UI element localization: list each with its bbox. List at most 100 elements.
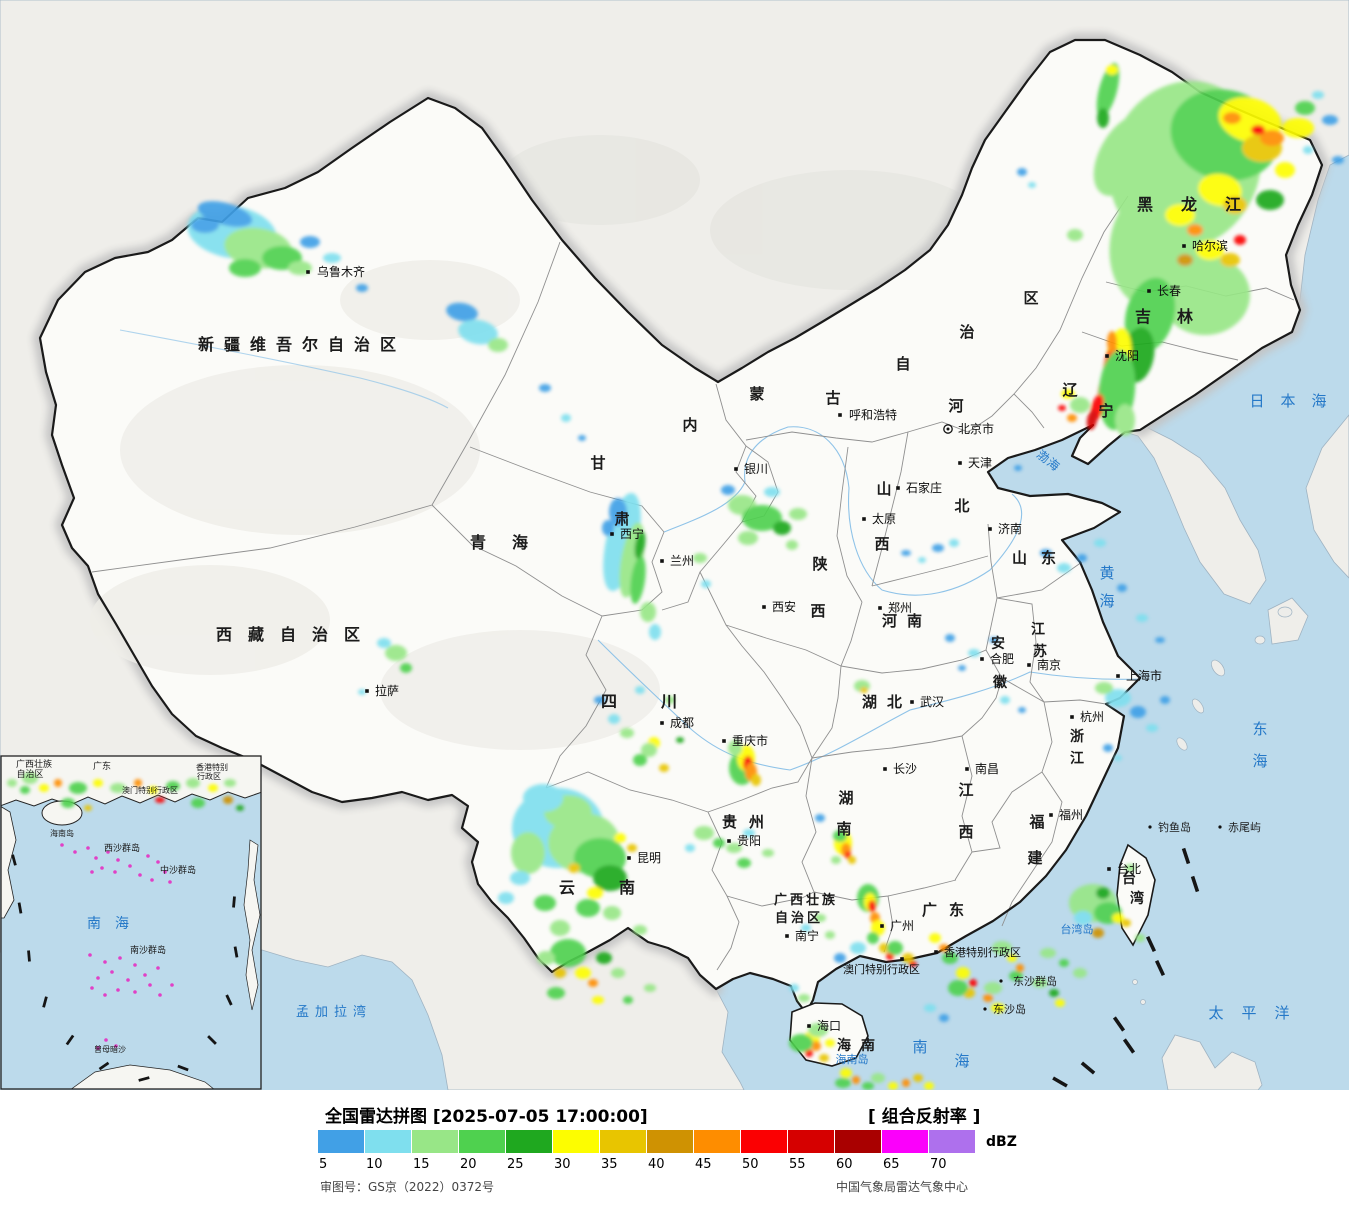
radar-echo (932, 544, 944, 552)
city-label: 福州 (1059, 807, 1083, 822)
province-label: 内 (682, 416, 697, 434)
province-label: 浙 (1070, 728, 1084, 745)
sea-label: 海 (1252, 752, 1267, 770)
city-label: 昆明 (637, 851, 661, 865)
radar-echo (166, 781, 180, 791)
radar-echo (983, 994, 993, 1002)
city-dot (900, 957, 904, 961)
city-label: 香港特别行政区 (944, 945, 1021, 959)
radar-echo (694, 826, 714, 840)
boundary-dash (1052, 1076, 1068, 1088)
legend-value: 40 (648, 1157, 665, 1172)
radar-echo (1067, 229, 1083, 241)
radar-echo (7, 779, 17, 787)
legend-cell-5: 5 (318, 1130, 365, 1172)
province-label: 湖北 (862, 693, 912, 711)
city-label: 台北 (1117, 861, 1141, 876)
legend-value: 20 (460, 1157, 477, 1172)
radar-echo (949, 539, 959, 547)
city-dot (862, 517, 866, 521)
province-label: 西 (874, 535, 889, 553)
radar-echo (685, 844, 695, 852)
inset-radar-echoes (7, 772, 244, 811)
city-label: 北京市 (958, 421, 994, 436)
radar-echo (575, 967, 591, 979)
inset-boundary-dash (42, 996, 48, 1008)
city-dot (910, 700, 914, 704)
radar-echo (534, 895, 556, 911)
capital-symbol (943, 424, 953, 434)
radar-echo (1260, 130, 1284, 146)
legend-value: 30 (554, 1157, 571, 1172)
city-label: 郑州 (888, 600, 912, 615)
radar-echo (939, 1014, 949, 1022)
inset-reef-dot (116, 988, 120, 992)
radar-echo (593, 865, 627, 891)
radar-echo (602, 520, 614, 536)
radar-echo (764, 487, 780, 497)
legend-cell-70: 70 (929, 1130, 976, 1172)
radar-echo (1155, 637, 1165, 643)
radar-echo (948, 980, 968, 996)
province-label: 治 (959, 323, 974, 341)
city-label: 西安 (772, 599, 796, 614)
radar-echo (627, 844, 637, 852)
radar-echo (1112, 913, 1124, 923)
province-label: 江 (1070, 750, 1084, 767)
radar-echo (633, 754, 647, 766)
legend-swatch (694, 1130, 741, 1153)
radar-echo (693, 553, 707, 563)
province-label: 南 (836, 820, 851, 838)
radar-echo (850, 942, 866, 954)
radar-echo (984, 982, 1002, 994)
inset-reef-dot (103, 960, 107, 964)
radar-echo (614, 833, 626, 843)
province-label: 江 (1031, 621, 1045, 638)
radar-echo (992, 941, 1012, 955)
province-label: 海南 (837, 1037, 885, 1054)
island-label: 东沙群岛 (1013, 974, 1057, 988)
radar-echo (510, 871, 530, 885)
legend-swatch (741, 1130, 788, 1153)
legend-cell-15: 15 (412, 1130, 459, 1172)
city-dot (896, 486, 900, 490)
radar-echo (713, 838, 725, 848)
luzon-island (1161, 1034, 1263, 1090)
province-label: 自治区 (775, 910, 823, 926)
inset-label: 广西壮族 (16, 758, 52, 770)
radar-echo-layer (187, 62, 1344, 1090)
radar-echo (868, 900, 876, 912)
radar-echo (547, 987, 565, 999)
inset-nine-dash-line (11, 854, 239, 1082)
radar-echo (93, 779, 103, 787)
radar-echo (786, 540, 798, 550)
province-label: 区 (1023, 289, 1038, 307)
sea-label: 东 (1252, 720, 1267, 738)
radar-echo (20, 786, 30, 794)
radar-echo (902, 1079, 910, 1087)
radar-echo (550, 920, 570, 936)
radar-echo (814, 914, 826, 922)
radar-echo (323, 253, 341, 263)
city-dot (1107, 867, 1111, 871)
city-label: 南宁 (795, 928, 819, 943)
legend-swatch (882, 1130, 929, 1153)
city-dot (838, 413, 842, 417)
radar-echo (848, 856, 856, 864)
legend-cell-45: 45 (694, 1130, 741, 1172)
radar-echo (1049, 989, 1059, 997)
inset-reef-dot (86, 846, 90, 850)
province-label: 苏 (1033, 643, 1047, 660)
city-label: 成都 (670, 716, 694, 730)
radar-echo (523, 784, 563, 812)
radar-echo (588, 979, 598, 987)
radar-echo (22, 772, 38, 784)
radar-echo (871, 1073, 885, 1083)
radar-echo (1016, 964, 1024, 972)
radar-echo (808, 1023, 828, 1037)
boundary-dash (1145, 935, 1157, 953)
radar-echo (1187, 224, 1203, 236)
city-dot (365, 689, 369, 693)
